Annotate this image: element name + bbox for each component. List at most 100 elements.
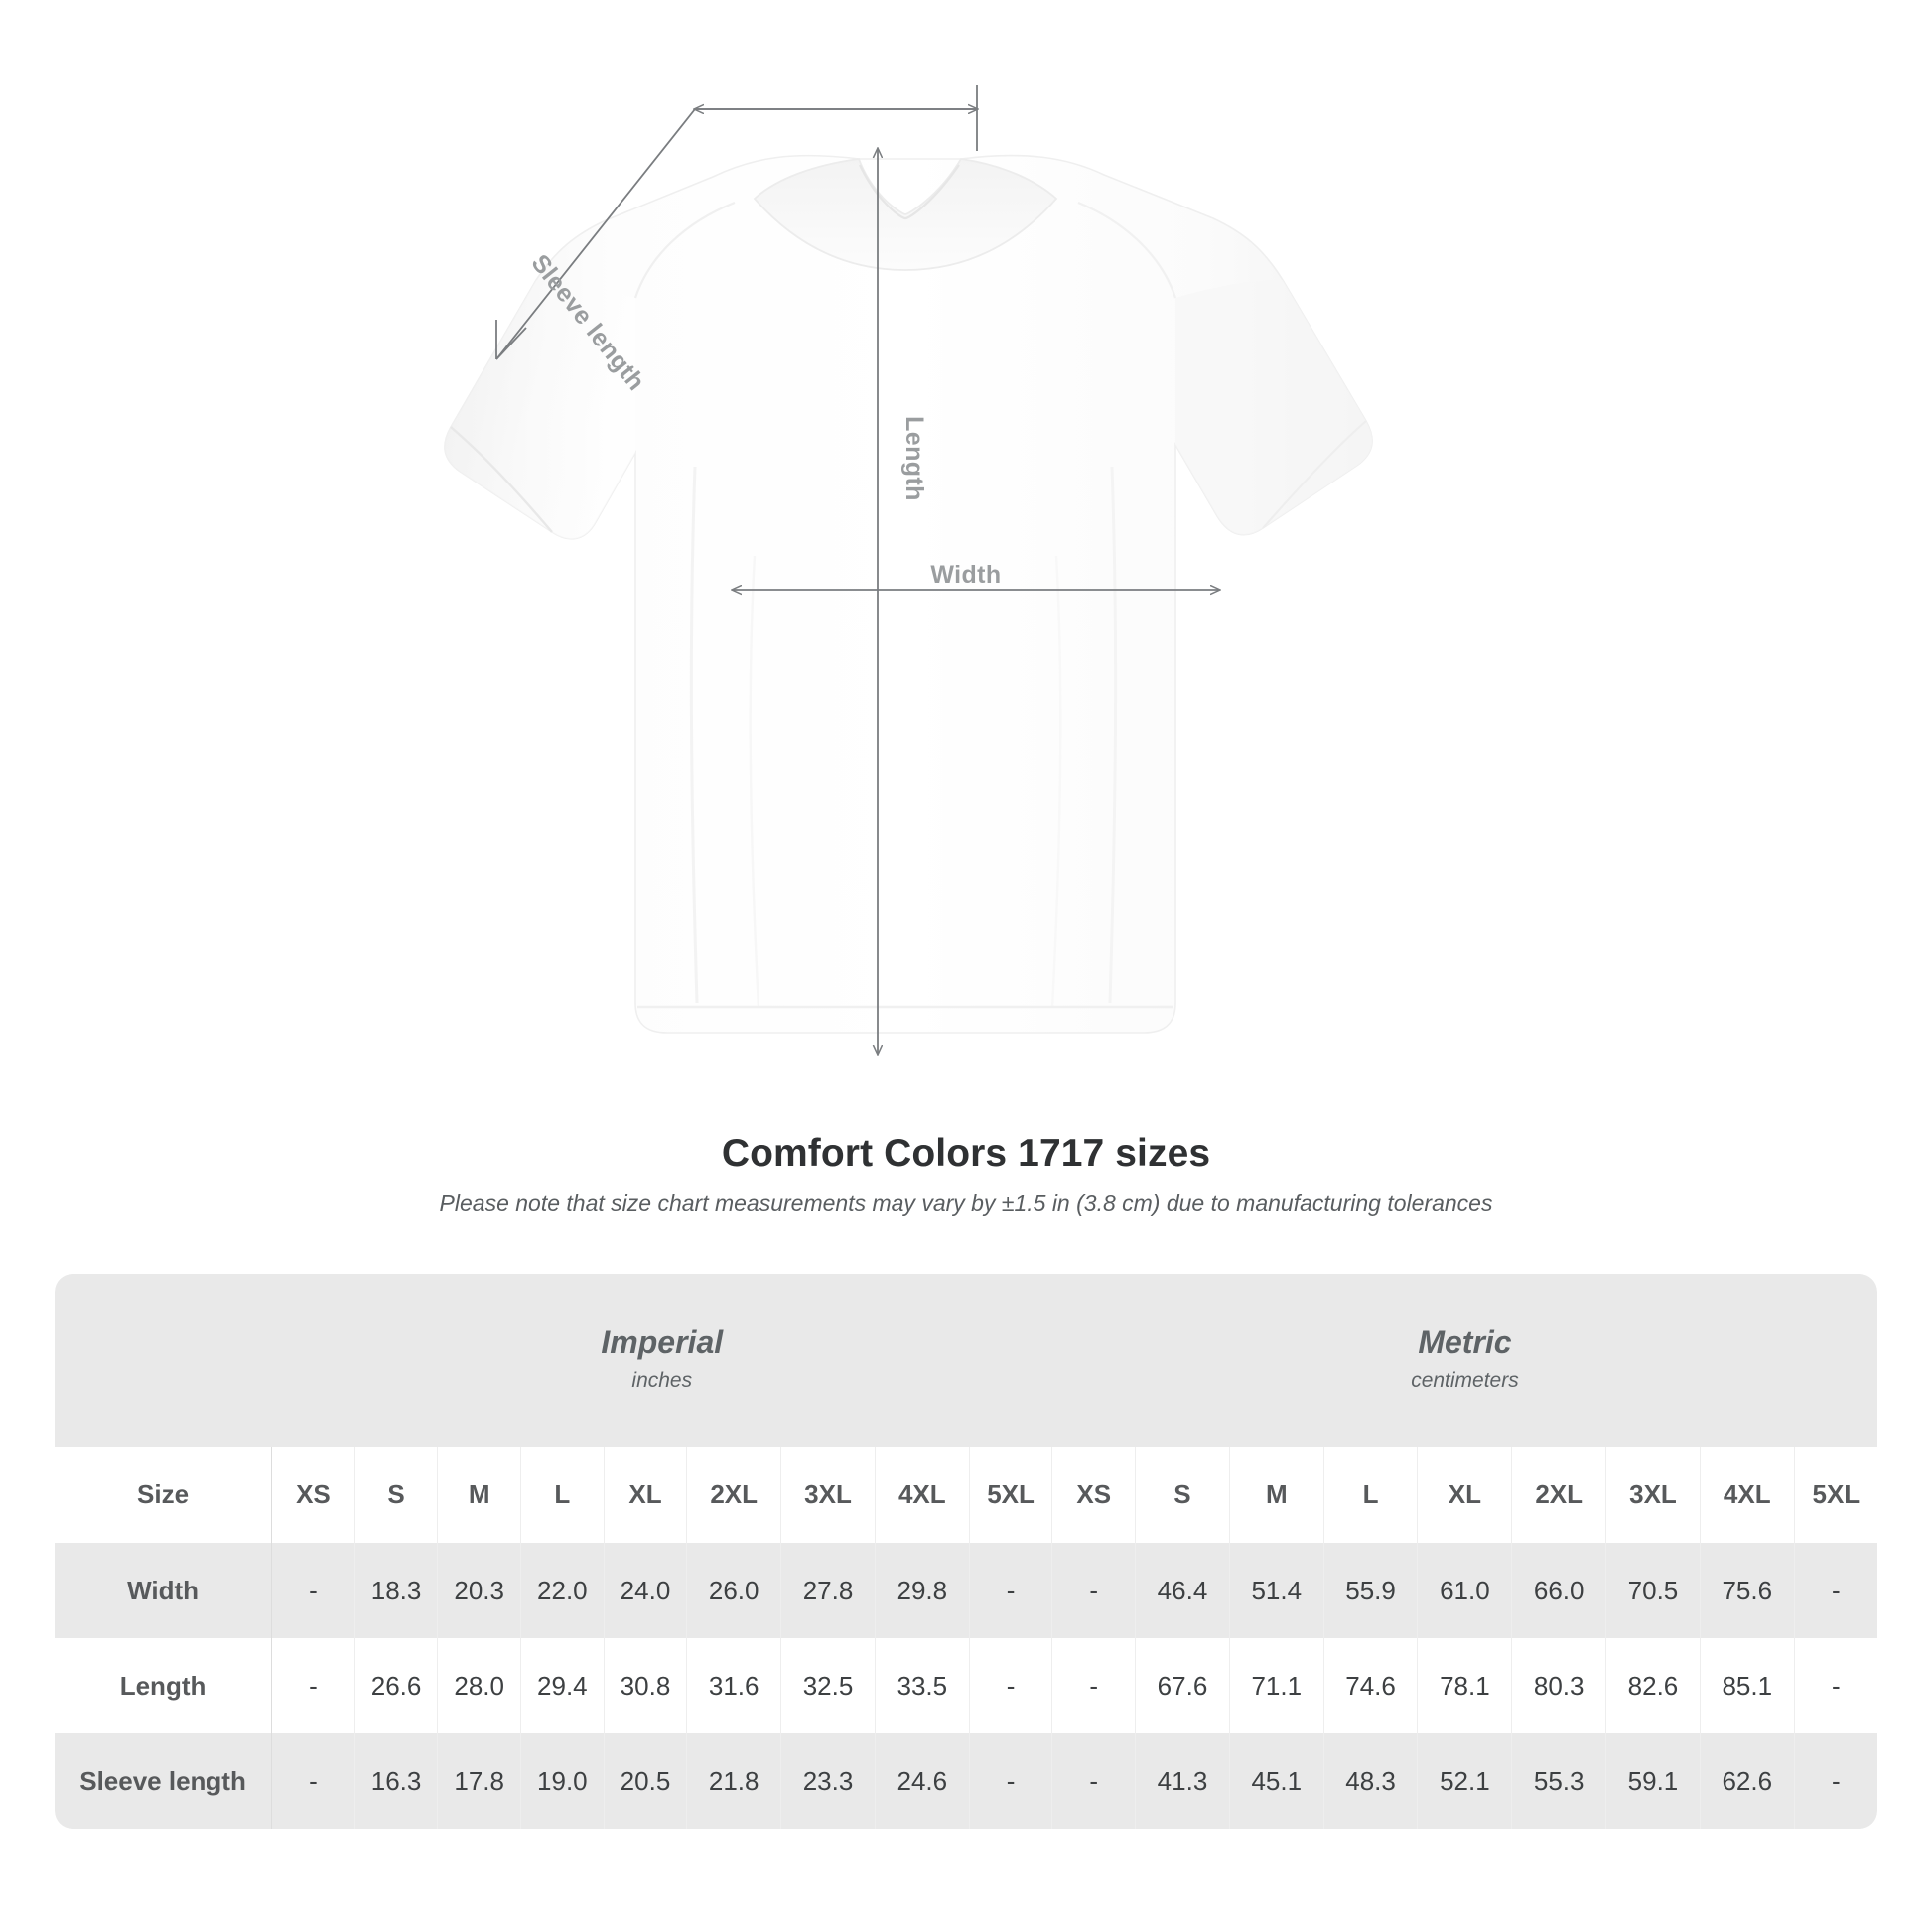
cell-metric-width-xs: - <box>1051 1543 1137 1638</box>
cell-imperial-length-5xl: - <box>969 1638 1053 1733</box>
width-label: Width <box>930 561 1001 589</box>
cell-imperial-width-s: 18.3 <box>354 1543 439 1638</box>
cell-metric-width-3xl: 70.5 <box>1605 1543 1701 1638</box>
size-header-label: Size <box>55 1447 273 1543</box>
table-row: Length - 26.6 28.0 29.4 30.8 31.6 32.5 3… <box>55 1638 1877 1733</box>
size-header-metric-5xl: 5XL <box>1794 1447 1877 1543</box>
cell-imperial-length-2xl: 31.6 <box>686 1638 782 1733</box>
sleeve-length-measure <box>495 85 977 360</box>
cell-imperial-sleeve-m: 17.8 <box>437 1733 522 1829</box>
cell-metric-length-m: 71.1 <box>1229 1638 1324 1733</box>
size-header-imperial-xl: XL <box>604 1447 688 1543</box>
cell-imperial-sleeve-5xl: - <box>969 1733 1053 1829</box>
cell-metric-length-4xl: 85.1 <box>1700 1638 1795 1733</box>
length-label: Length <box>900 416 928 501</box>
cell-imperial-width-m: 20.3 <box>437 1543 522 1638</box>
size-header-row: Size XS S M L XL 2XL 3XL 4XL 5XL XS S M … <box>55 1447 1877 1543</box>
size-header-metric-2xl: 2XL <box>1511 1447 1607 1543</box>
size-table: Imperial inches Metric centimeters Size … <box>55 1274 1877 1829</box>
cell-imperial-length-4xl: 33.5 <box>875 1638 970 1733</box>
size-header-imperial-m: M <box>437 1447 522 1543</box>
cell-metric-length-xs: - <box>1051 1638 1137 1733</box>
unit-group-metric-name: Metric <box>1418 1323 1512 1360</box>
unit-group-metric: Metric centimeters <box>1051 1274 1877 1447</box>
unit-group-metric-sub: centimeters <box>1411 1369 1519 1393</box>
cell-imperial-length-m: 28.0 <box>437 1638 522 1733</box>
cell-imperial-sleeve-xl: 20.5 <box>604 1733 688 1829</box>
cell-imperial-sleeve-xs: - <box>271 1733 355 1829</box>
row-label-width: Width <box>55 1543 273 1638</box>
size-header-imperial-2xl: 2XL <box>686 1447 782 1543</box>
row-label-sleeve-length: Sleeve length <box>55 1733 273 1829</box>
cell-metric-width-xl: 61.0 <box>1417 1543 1513 1638</box>
title-block: Comfort Colors 1717 sizes Please note th… <box>0 1132 1932 1217</box>
cell-metric-length-xl: 78.1 <box>1417 1638 1513 1733</box>
cell-imperial-width-3xl: 27.8 <box>780 1543 876 1638</box>
cell-metric-length-3xl: 82.6 <box>1605 1638 1701 1733</box>
unit-corner-cell <box>55 1274 272 1447</box>
cell-metric-sleeve-2xl: 55.3 <box>1511 1733 1607 1829</box>
cell-metric-width-2xl: 66.0 <box>1511 1543 1607 1638</box>
cell-metric-sleeve-5xl: - <box>1794 1733 1877 1829</box>
cell-metric-sleeve-3xl: 59.1 <box>1605 1733 1701 1829</box>
page-subtitle: Please note that size chart measurements… <box>439 1189 1493 1216</box>
cell-metric-sleeve-4xl: 62.6 <box>1700 1733 1795 1829</box>
cell-imperial-width-5xl: - <box>969 1543 1053 1638</box>
cell-metric-width-l: 55.9 <box>1323 1543 1419 1638</box>
size-header-imperial-l: L <box>520 1447 605 1543</box>
cell-metric-length-l: 74.6 <box>1323 1638 1419 1733</box>
cell-imperial-length-l: 29.4 <box>520 1638 605 1733</box>
size-header-imperial-xs: XS <box>271 1447 355 1543</box>
cell-imperial-width-l: 22.0 <box>520 1543 605 1638</box>
unit-group-imperial-sub: inches <box>631 1369 693 1393</box>
cell-imperial-width-4xl: 29.8 <box>875 1543 970 1638</box>
size-header-imperial-5xl: 5XL <box>969 1447 1053 1543</box>
cell-metric-length-2xl: 80.3 <box>1511 1638 1607 1733</box>
table-row: Width - 18.3 20.3 22.0 24.0 26.0 27.8 29… <box>55 1543 1877 1638</box>
size-header-metric-xs: XS <box>1051 1447 1137 1543</box>
cell-imperial-length-xs: - <box>271 1638 355 1733</box>
unit-group-imperial: Imperial inches <box>271 1274 1052 1447</box>
unit-group-imperial-name: Imperial <box>601 1323 724 1360</box>
cell-imperial-length-s: 26.6 <box>354 1638 439 1733</box>
cell-imperial-sleeve-2xl: 21.8 <box>686 1733 782 1829</box>
unit-header-row: Imperial inches Metric centimeters <box>55 1274 1877 1447</box>
size-header-metric-l: L <box>1323 1447 1419 1543</box>
size-header-imperial-4xl: 4XL <box>875 1447 970 1543</box>
cell-metric-width-5xl: - <box>1794 1543 1877 1638</box>
cell-metric-sleeve-xs: - <box>1051 1733 1137 1829</box>
cell-metric-sleeve-m: 45.1 <box>1229 1733 1324 1829</box>
page-title: Comfort Colors 1717 sizes <box>721 1132 1211 1174</box>
cell-metric-length-5xl: - <box>1794 1638 1877 1733</box>
size-header-metric-m: M <box>1229 1447 1324 1543</box>
size-table-wrap: Imperial inches Metric centimeters Size … <box>55 1274 1877 1829</box>
size-header-metric-xl: XL <box>1417 1447 1513 1543</box>
cell-imperial-length-xl: 30.8 <box>604 1638 688 1733</box>
cell-metric-width-m: 51.4 <box>1229 1543 1324 1638</box>
tshirt-diagram: Sleeve length Length Width <box>444 85 1373 1102</box>
cell-imperial-sleeve-s: 16.3 <box>354 1733 439 1829</box>
cell-metric-length-s: 67.6 <box>1135 1638 1230 1733</box>
cell-metric-sleeve-l: 48.3 <box>1323 1733 1419 1829</box>
cell-metric-width-s: 46.4 <box>1135 1543 1230 1638</box>
cell-metric-width-4xl: 75.6 <box>1700 1543 1795 1638</box>
cell-imperial-sleeve-l: 19.0 <box>520 1733 605 1829</box>
cell-imperial-sleeve-4xl: 24.6 <box>875 1733 970 1829</box>
size-header-imperial-3xl: 3XL <box>780 1447 876 1543</box>
row-label-length: Length <box>55 1638 273 1733</box>
cell-metric-sleeve-s: 41.3 <box>1135 1733 1230 1829</box>
cell-imperial-width-xl: 24.0 <box>604 1543 688 1638</box>
size-header-metric-4xl: 4XL <box>1700 1447 1795 1543</box>
size-header-imperial-s: S <box>354 1447 439 1543</box>
cell-imperial-length-3xl: 32.5 <box>780 1638 876 1733</box>
cell-imperial-width-xs: - <box>271 1543 355 1638</box>
shirt-shape <box>444 154 1373 1034</box>
cell-imperial-sleeve-3xl: 23.3 <box>780 1733 876 1829</box>
size-header-metric-s: S <box>1135 1447 1230 1543</box>
cell-metric-sleeve-xl: 52.1 <box>1417 1733 1513 1829</box>
size-header-metric-3xl: 3XL <box>1605 1447 1701 1543</box>
cell-imperial-width-2xl: 26.0 <box>686 1543 782 1638</box>
table-row: Sleeve length - 16.3 17.8 19.0 20.5 21.8… <box>55 1733 1877 1829</box>
tshirt-illustration: Sleeve length Length Width <box>444 85 1373 1102</box>
